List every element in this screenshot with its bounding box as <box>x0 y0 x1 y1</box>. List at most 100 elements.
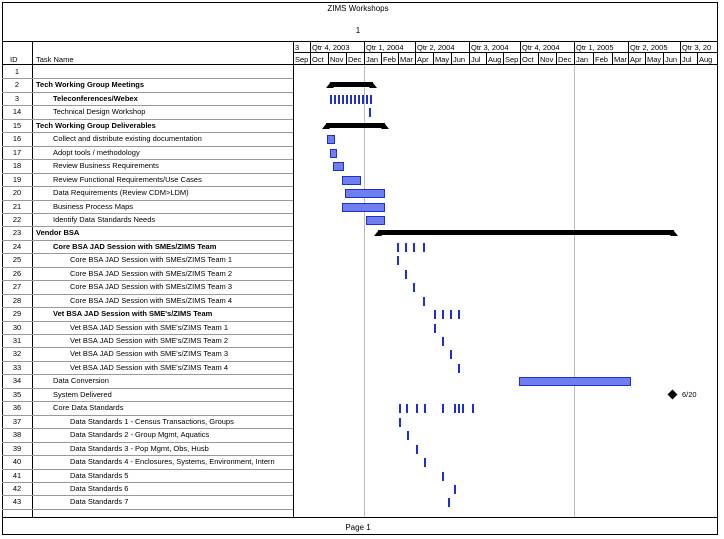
year-gridline <box>364 65 365 517</box>
task-name: Teleconferences/Webex <box>53 93 138 103</box>
task-name: Data Standards 6 <box>70 483 129 493</box>
session-tick <box>434 310 436 320</box>
session-tick <box>458 363 460 373</box>
summary-end-cap <box>381 123 389 129</box>
session-tick <box>454 404 456 414</box>
task-name: Core BSA JAD Session with SMEs/ZIMS Team… <box>70 295 233 305</box>
row-divider <box>2 293 293 295</box>
month-divider <box>612 52 613 64</box>
task-name: Core Data Standards <box>53 403 124 413</box>
summary-start-cap <box>326 83 334 89</box>
task-id: 27 <box>12 282 22 292</box>
session-tick <box>442 337 444 346</box>
row-divider <box>2 481 293 483</box>
session-tick <box>362 94 364 104</box>
row-divider <box>2 226 293 228</box>
task-name: Tech Working Group Deliverables <box>36 120 156 130</box>
month-label: Apr <box>417 55 429 64</box>
chart-title: ZIMS Workshops <box>327 4 389 13</box>
month-divider <box>433 52 434 64</box>
row-divider <box>2 334 293 335</box>
session-tick <box>330 94 332 104</box>
month-divider <box>538 52 539 64</box>
month-label: Dec <box>348 55 362 64</box>
month-label: Oct <box>522 55 534 64</box>
task-name: Core BSA JAD Session with SMEs/ZIMS Team… <box>70 255 233 265</box>
month-divider <box>364 52 365 64</box>
session-tick <box>434 323 436 333</box>
month-label: Jan <box>576 55 589 64</box>
row-divider <box>2 468 293 470</box>
month-divider <box>381 52 382 64</box>
month-divider <box>593 52 594 64</box>
row-divider <box>2 414 293 416</box>
timescale-divider <box>293 41 294 517</box>
month-divider <box>310 52 311 64</box>
session-tick <box>406 404 408 414</box>
task-bar <box>519 377 631 387</box>
month-label: Mar <box>614 55 627 64</box>
quarter-divider <box>310 41 311 52</box>
task-id: 15 <box>12 120 22 130</box>
session-tick <box>346 94 348 104</box>
month-divider <box>328 52 329 64</box>
session-tick <box>442 471 444 481</box>
task-id: 30 <box>12 322 22 332</box>
quarter-divider <box>415 41 416 52</box>
task-bar <box>327 135 335 145</box>
quarter-divider <box>364 41 365 52</box>
month-divider <box>520 52 521 64</box>
row-divider <box>2 320 293 322</box>
row-divider <box>2 307 293 309</box>
quarter-label: Qtr 4, 2004 <box>522 43 560 52</box>
quarter-divider <box>574 41 575 52</box>
task-bar <box>366 215 385 225</box>
month-divider <box>503 52 504 64</box>
task-id: 39 <box>12 443 22 453</box>
task-id: 17 <box>12 147 22 157</box>
month-label: Jan <box>366 55 379 64</box>
session-tick <box>397 242 399 252</box>
row-divider <box>2 105 293 107</box>
task-name: Data Standards 5 <box>70 470 129 480</box>
month-label: Feb <box>383 55 396 64</box>
task-bar <box>345 189 385 199</box>
page-footer: Page 1 <box>345 523 371 532</box>
session-tick <box>399 404 401 414</box>
session-tick <box>405 269 407 279</box>
task-name: Tech Working Group Meetings <box>36 80 145 90</box>
month-label: Aug <box>699 55 713 64</box>
month-divider <box>486 52 487 64</box>
quarter-label: Qtr 1, 2004 <box>366 43 404 52</box>
task-id: 25 <box>12 255 22 265</box>
task-id: 28 <box>12 295 22 305</box>
row-divider <box>2 441 293 443</box>
year-gridline <box>574 65 575 517</box>
task-id: 24 <box>12 241 22 251</box>
task-name-column-header: Task Name <box>36 55 74 64</box>
session-tick <box>399 417 401 427</box>
task-id: 43 <box>12 497 22 507</box>
summary-bar <box>330 82 373 88</box>
task-id: 1 <box>14 67 20 76</box>
month-divider <box>574 52 575 64</box>
session-tick <box>366 94 368 104</box>
summary-end-cap <box>670 231 678 237</box>
task-bar <box>342 175 361 185</box>
task-id: 34 <box>12 376 22 386</box>
month-divider <box>645 52 646 64</box>
header-bottom-border <box>2 64 718 65</box>
task-id: 2 <box>14 80 20 90</box>
row-divider <box>2 239 293 241</box>
session-tick <box>442 404 444 414</box>
session-tick <box>423 296 425 306</box>
row-divider <box>2 145 293 147</box>
month-label: Jun <box>453 55 466 64</box>
task-name: Technical Design Workshop <box>53 107 146 117</box>
milestone-date-label: 6/20 <box>682 389 697 399</box>
row-divider <box>2 387 293 389</box>
row-divider <box>2 172 293 174</box>
task-id: 18 <box>12 161 22 171</box>
task-name: Vet BSA JAD Session with SME's/ZIMS Team… <box>70 336 229 345</box>
session-tick <box>458 310 460 320</box>
